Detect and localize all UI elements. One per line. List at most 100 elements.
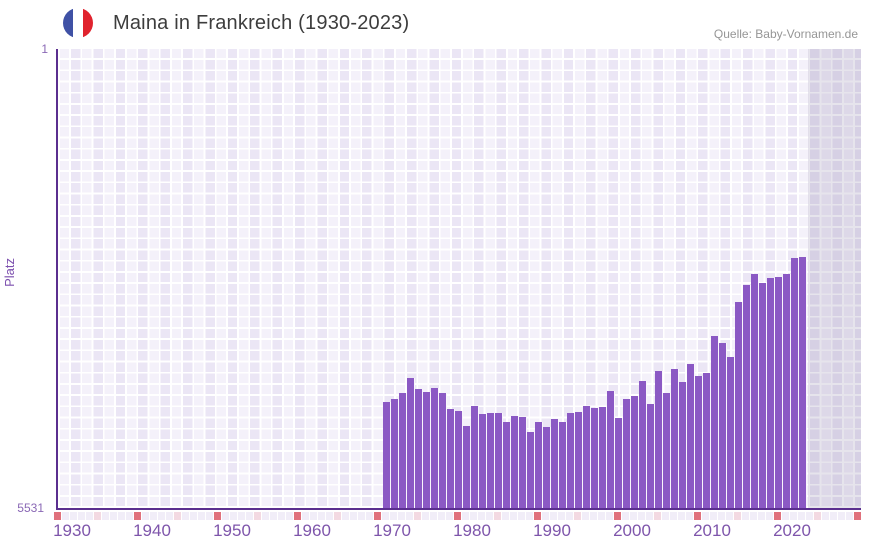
bar-1975[interactable] <box>415 389 423 508</box>
x-tick-1930: 1930 <box>53 521 91 540</box>
bar-1973[interactable] <box>399 393 407 508</box>
bar-2014[interactable] <box>727 356 735 508</box>
strip-cell-2010 <box>694 512 701 520</box>
bar-2000[interactable] <box>615 418 623 508</box>
x-tick-2010: 2010 <box>693 521 731 540</box>
bar-2010[interactable] <box>695 375 703 508</box>
strip-cell-1990 <box>534 512 541 520</box>
strip-cell-2007 <box>670 512 677 520</box>
bar-2008[interactable] <box>679 381 687 508</box>
x-tick-1990: 1990 <box>533 521 571 540</box>
bar-2022[interactable] <box>791 258 799 508</box>
bar-1999[interactable] <box>607 390 615 508</box>
bar-1982[interactable] <box>471 405 479 508</box>
strip-cell-1962 <box>310 512 317 520</box>
x-tick-1950: 1950 <box>213 521 251 540</box>
strip-cell-2011 <box>702 512 709 520</box>
strip-cell-2019 <box>766 512 773 520</box>
bar-1972[interactable] <box>391 399 399 508</box>
strip-cell-1952 <box>230 512 237 520</box>
strip-cell-1999 <box>606 512 613 520</box>
strip-cell-1954 <box>246 512 253 520</box>
strip-cell-2017 <box>750 512 757 520</box>
strip-cell-1953 <box>238 512 245 520</box>
strip-cell-2030 <box>854 512 861 520</box>
bar-1990[interactable] <box>535 422 543 508</box>
bar-1991[interactable] <box>543 426 551 508</box>
bar-2006[interactable] <box>663 393 671 508</box>
strip-cell-1993 <box>558 512 565 520</box>
bar-1988[interactable] <box>519 416 527 508</box>
bar-1977[interactable] <box>431 388 439 508</box>
strip-cell-1932 <box>70 512 77 520</box>
strip-cell-1936 <box>102 512 109 520</box>
strip-cell-1959 <box>286 512 293 520</box>
bar-1993[interactable] <box>559 421 567 508</box>
bar-1983[interactable] <box>479 414 487 508</box>
strip-cell-2025 <box>814 512 821 520</box>
bar-2011[interactable] <box>703 372 711 508</box>
strip-cell-1986 <box>502 512 509 520</box>
strip-cell-1951 <box>222 512 229 520</box>
bar-2013[interactable] <box>719 342 727 508</box>
strip-cell-1996 <box>582 512 589 520</box>
strip-cell-1958 <box>278 512 285 520</box>
bar-1986[interactable] <box>503 421 511 508</box>
x-tick-2000: 2000 <box>613 521 651 540</box>
strip-cell-1988 <box>518 512 525 520</box>
bar-2017[interactable] <box>751 273 759 508</box>
bar-2021[interactable] <box>783 273 791 508</box>
strip-cell-1946 <box>182 512 189 520</box>
bar-1996[interactable] <box>583 405 591 508</box>
strip-cell-1994 <box>566 512 573 520</box>
bar-1997[interactable] <box>591 408 599 508</box>
bar-1974[interactable] <box>407 377 415 508</box>
strip-cell-1970 <box>374 512 381 520</box>
strip-cell-1942 <box>150 512 157 520</box>
bar-1980[interactable] <box>455 410 463 508</box>
bar-2003[interactable] <box>639 380 647 508</box>
bar-2004[interactable] <box>647 404 655 508</box>
bar-2018[interactable] <box>759 283 767 508</box>
bar-2001[interactable] <box>623 399 631 508</box>
strip-cell-2008 <box>678 512 685 520</box>
strip-cell-1978 <box>438 512 445 520</box>
bar-1984[interactable] <box>487 412 495 508</box>
strip-cell-1981 <box>462 512 469 520</box>
x-tick-1960: 1960 <box>293 521 331 540</box>
bar-1994[interactable] <box>567 412 575 508</box>
bar-2016[interactable] <box>743 284 751 508</box>
bar-2009[interactable] <box>687 363 695 508</box>
bar-2023[interactable] <box>799 257 807 508</box>
strip-cell-2001 <box>622 512 629 520</box>
bar-2015[interactable] <box>735 302 743 508</box>
bar-1971[interactable] <box>383 401 391 508</box>
strip-cell-2023 <box>798 512 805 520</box>
bar-1992[interactable] <box>551 419 559 508</box>
strip-cell-2026 <box>822 512 829 520</box>
bar-1989[interactable] <box>527 432 535 508</box>
year-strip <box>54 512 862 520</box>
bar-2012[interactable] <box>711 336 719 508</box>
future-years-shading <box>808 49 861 508</box>
bar-1976[interactable] <box>423 391 431 508</box>
bar-1995[interactable] <box>575 411 583 508</box>
bar-1998[interactable] <box>599 406 607 508</box>
strip-cell-1974 <box>406 512 413 520</box>
bar-1978[interactable] <box>439 392 447 508</box>
bar-2002[interactable] <box>631 395 639 508</box>
bar-1985[interactable] <box>495 412 503 508</box>
strip-cell-2020 <box>774 512 781 520</box>
x-tick-2020: 2020 <box>773 521 811 540</box>
strip-cell-1965 <box>334 512 341 520</box>
bar-2020[interactable] <box>775 277 783 508</box>
bar-2005[interactable] <box>655 371 663 508</box>
strip-cell-2024 <box>806 512 813 520</box>
bar-1987[interactable] <box>511 415 519 508</box>
bar-2019[interactable] <box>767 278 775 508</box>
bar-2007[interactable] <box>671 369 679 508</box>
bar-1981[interactable] <box>463 425 471 508</box>
strip-cell-1967 <box>350 512 357 520</box>
bar-1979[interactable] <box>447 409 455 508</box>
strip-cell-2003 <box>638 512 645 520</box>
